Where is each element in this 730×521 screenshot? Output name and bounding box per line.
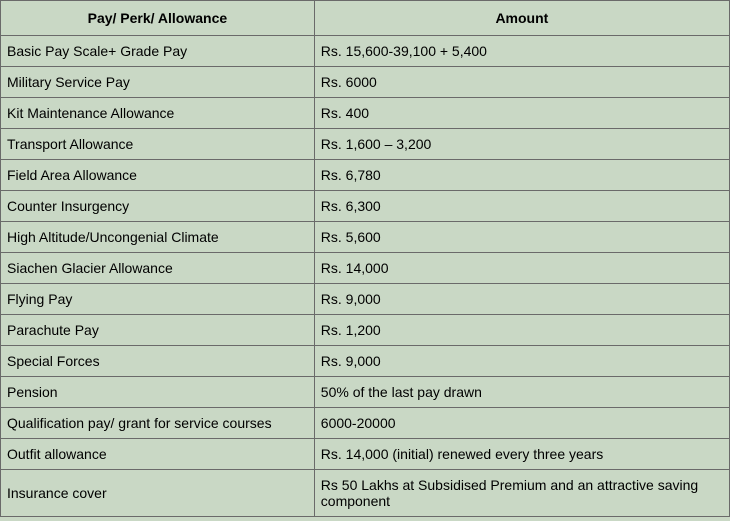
cell-amount: Rs. 5,600 <box>314 222 729 253</box>
cell-name: Qualification pay/ grant for service cou… <box>1 408 315 439</box>
table-row: Parachute Pay Rs. 1,200 <box>1 315 730 346</box>
cell-name: Flying Pay <box>1 284 315 315</box>
table-row: Military Service Pay Rs. 6000 <box>1 67 730 98</box>
cell-name: Special Forces <box>1 346 315 377</box>
pay-allowance-table: Pay/ Perk/ Allowance Amount Basic Pay Sc… <box>0 0 730 517</box>
table-row: Transport Allowance Rs. 1,600 – 3,200 <box>1 129 730 160</box>
cell-amount: Rs. 1,200 <box>314 315 729 346</box>
cell-name: High Altitude/Uncongenial Climate <box>1 222 315 253</box>
cell-amount: Rs 50 Lakhs at Subsidised Premium and an… <box>314 470 729 517</box>
table-row: Siachen Glacier Allowance Rs. 14,000 <box>1 253 730 284</box>
table-header-row: Pay/ Perk/ Allowance Amount <box>1 1 730 36</box>
cell-amount: Rs. 9,000 <box>314 346 729 377</box>
table-body: Basic Pay Scale+ Grade Pay Rs. 15,600-39… <box>1 36 730 517</box>
table-row: Special Forces Rs. 9,000 <box>1 346 730 377</box>
cell-name: Siachen Glacier Allowance <box>1 253 315 284</box>
cell-name: Kit Maintenance Allowance <box>1 98 315 129</box>
cell-amount: Rs. 6,780 <box>314 160 729 191</box>
cell-name: Field Area Allowance <box>1 160 315 191</box>
cell-amount: 6000-20000 <box>314 408 729 439</box>
cell-name: Transport Allowance <box>1 129 315 160</box>
cell-amount: Rs. 15,600-39,100 + 5,400 <box>314 36 729 67</box>
cell-name: Parachute Pay <box>1 315 315 346</box>
cell-amount: Rs. 14,000 <box>314 253 729 284</box>
cell-amount: Rs. 14,000 (initial) renewed every three… <box>314 439 729 470</box>
column-header-name: Pay/ Perk/ Allowance <box>1 1 315 36</box>
table-row: Kit Maintenance Allowance Rs. 400 <box>1 98 730 129</box>
cell-amount: 50% of the last pay drawn <box>314 377 729 408</box>
table-row: Qualification pay/ grant for service cou… <box>1 408 730 439</box>
cell-name: Basic Pay Scale+ Grade Pay <box>1 36 315 67</box>
cell-name: Outfit allowance <box>1 439 315 470</box>
cell-name: Pension <box>1 377 315 408</box>
cell-amount: Rs. 400 <box>314 98 729 129</box>
cell-amount: Rs. 1,600 – 3,200 <box>314 129 729 160</box>
table-row: Field Area Allowance Rs. 6,780 <box>1 160 730 191</box>
table-row: Outfit allowance Rs. 14,000 (initial) re… <box>1 439 730 470</box>
table-row: Counter Insurgency Rs. 6,300 <box>1 191 730 222</box>
cell-name: Counter Insurgency <box>1 191 315 222</box>
cell-amount: Rs. 6000 <box>314 67 729 98</box>
table-row: Basic Pay Scale+ Grade Pay Rs. 15,600-39… <box>1 36 730 67</box>
cell-name: Insurance cover <box>1 470 315 517</box>
table-row: Insurance cover Rs 50 Lakhs at Subsidise… <box>1 470 730 517</box>
cell-amount: Rs. 9,000 <box>314 284 729 315</box>
column-header-amount: Amount <box>314 1 729 36</box>
table-row: High Altitude/Uncongenial Climate Rs. 5,… <box>1 222 730 253</box>
table-row: Flying Pay Rs. 9,000 <box>1 284 730 315</box>
cell-amount: Rs. 6,300 <box>314 191 729 222</box>
table-row: Pension 50% of the last pay drawn <box>1 377 730 408</box>
cell-name: Military Service Pay <box>1 67 315 98</box>
